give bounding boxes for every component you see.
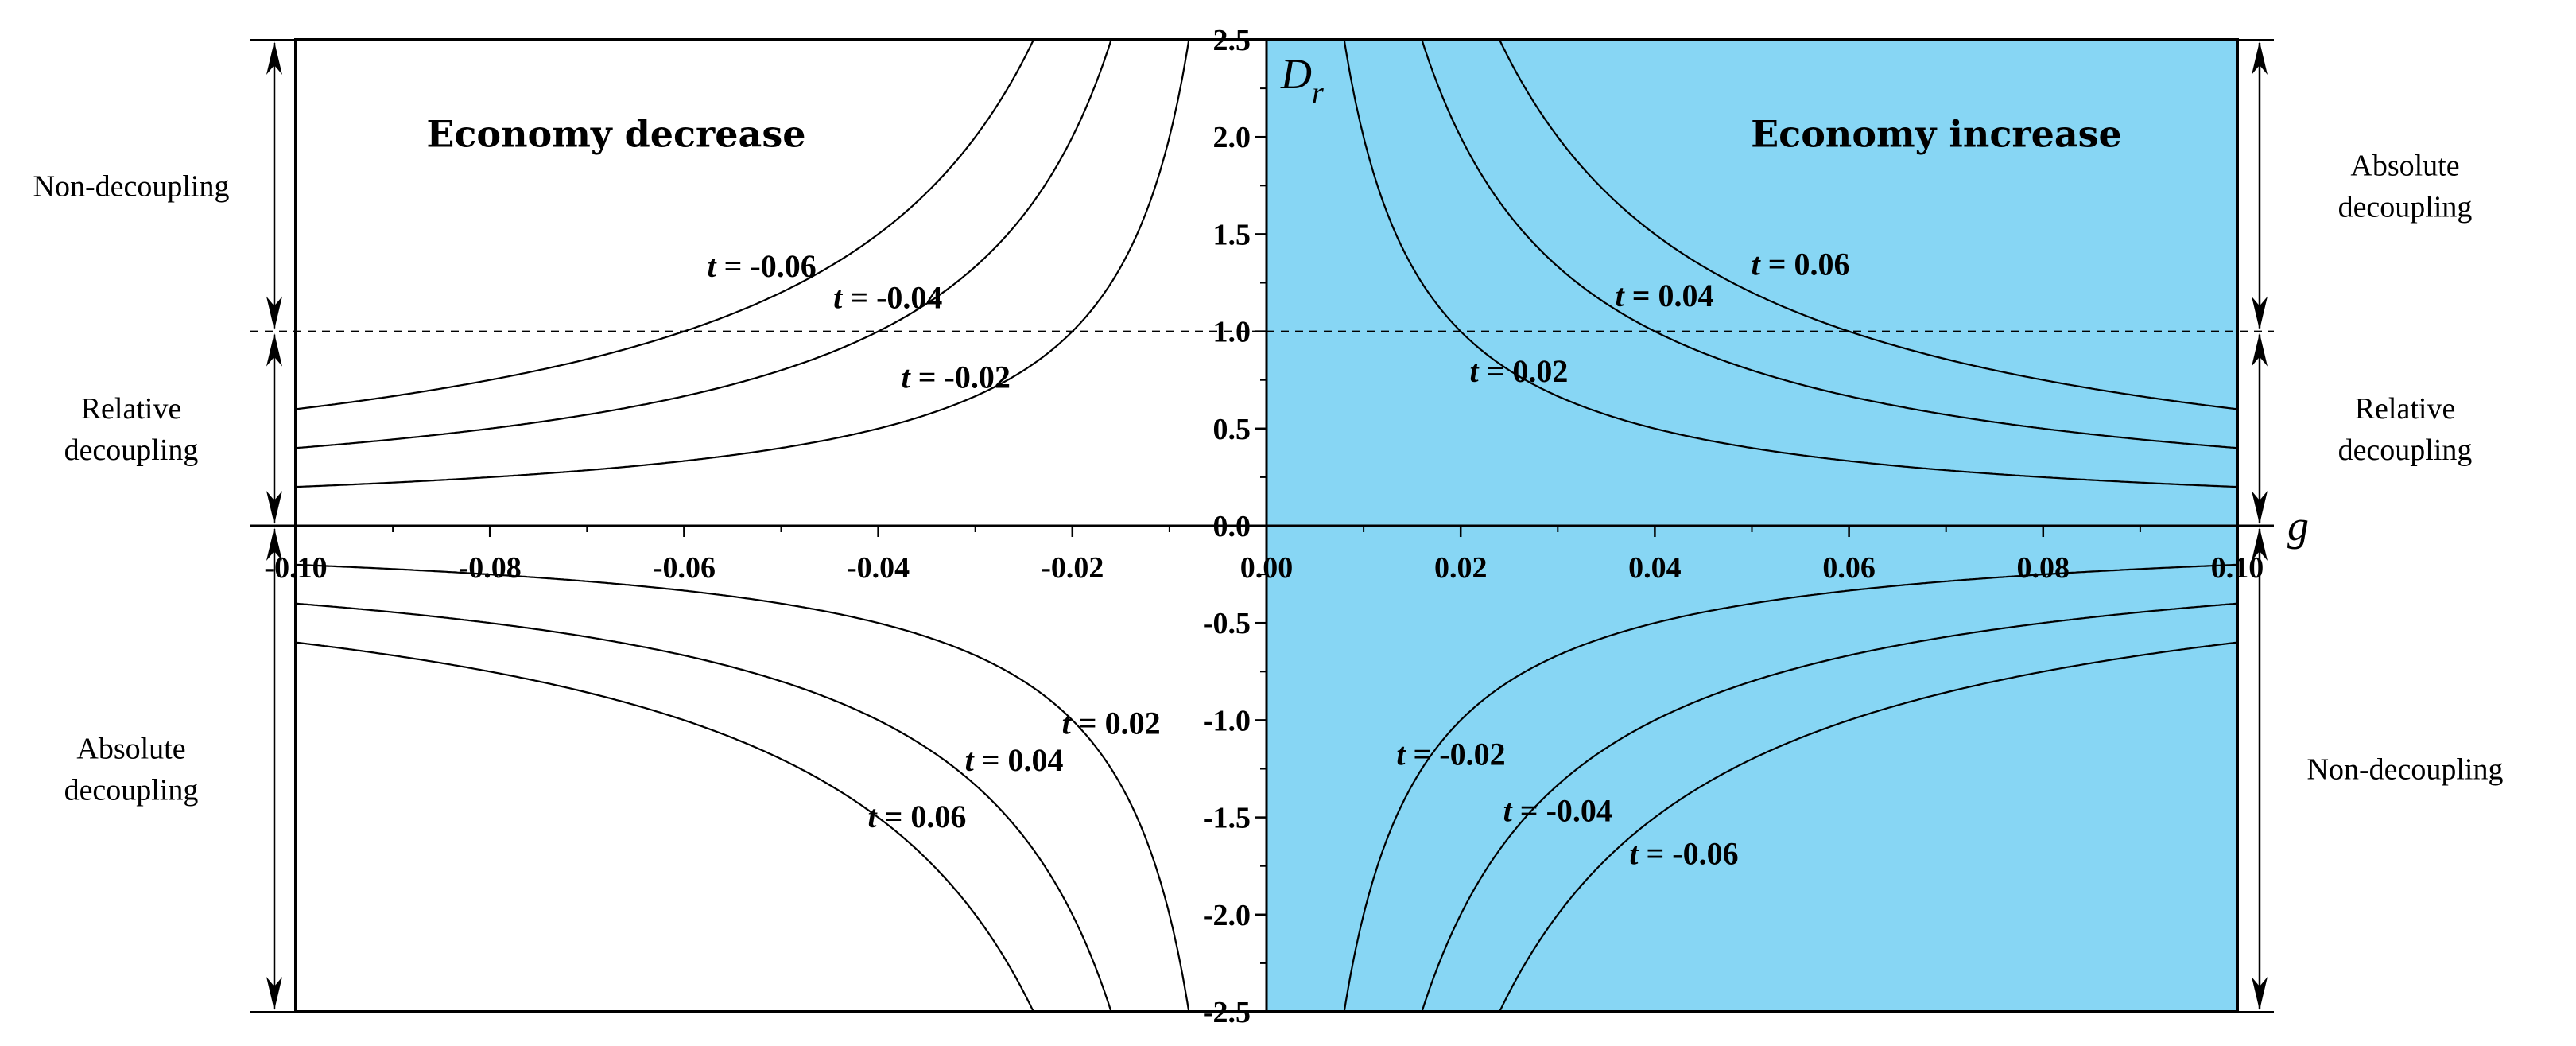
x-tick-label: -0.08 (459, 551, 522, 585)
curve-label: t = 0.02 (1469, 353, 1568, 389)
range-arrow-head-down (266, 296, 282, 330)
curve-label: t = -0.04 (833, 279, 942, 315)
range-arrow-head-up (2252, 41, 2268, 75)
curve-t-neg0p02-right (1343, 563, 2238, 1013)
y-tick-label: 0.5 (1213, 413, 1251, 446)
left-annotation-text: decoupling (64, 774, 199, 807)
x-tick-label: -0.06 (653, 551, 716, 585)
x-tick-label: 0.04 (1628, 551, 1682, 585)
y-tick-label: 0.0 (1213, 510, 1251, 543)
y-tick-label: 1.5 (1213, 218, 1251, 251)
region-title-economy-increase: Economy increase (1751, 112, 2122, 155)
y-axis-label: Dr (1280, 50, 1324, 110)
curve-label: t = 0.06 (867, 799, 966, 834)
curve-t-neg0p04-right (1421, 602, 2238, 1013)
right-annotation-text: Non-decoupling (2307, 753, 2504, 787)
right-annotation-text: decoupling (2338, 190, 2473, 224)
x-tick-label: 0.08 (2017, 551, 2070, 585)
right-annotation-text: Relative (2355, 392, 2456, 426)
ticks: -0.10 -0.08 -0.06 -0.04 -0.02 0.00 0.02 0.04 0.0… (264, 24, 2264, 1029)
range-arrow-head-down (266, 977, 282, 1010)
y-tick-label: -1.0 (1203, 704, 1251, 737)
curve-label: t = 0.04 (1616, 278, 1714, 313)
curve-t-neg0p06-left (295, 39, 1034, 410)
curve-t-0p06-left (295, 641, 1034, 1013)
y-tick-label: -0.5 (1203, 607, 1251, 640)
x-tick-label: -0.04 (847, 551, 910, 585)
curve-t-neg0p06-right (1499, 641, 2238, 1013)
curve-t-neg0p02-left (295, 39, 1190, 488)
y-tick-label: -2.0 (1203, 899, 1251, 932)
curve-label: t = 0.04 (965, 742, 1064, 778)
x-tick-label: -0.02 (1041, 551, 1104, 585)
region-title-economy-decrease: Economy decrease (426, 112, 805, 155)
y-tick-label: 2.5 (1213, 24, 1251, 57)
curve-t-0p06-right (1499, 39, 2238, 410)
curve-t-neg0p04-left (295, 39, 1112, 449)
left-annotation-text: Absolute (76, 733, 185, 766)
x-tick-label: 0.10 (2211, 551, 2264, 585)
x-axis-label: g (2287, 502, 2309, 550)
y-tick-label: 1.0 (1213, 316, 1251, 349)
curve-label: t = -0.02 (1396, 737, 1505, 772)
right-annotation-text: decoupling (2338, 434, 2473, 467)
curve-label: t = 0.06 (1752, 247, 1850, 282)
range-arrow-head-down (2252, 977, 2268, 1010)
x-tick-label: 0.02 (1434, 551, 1488, 585)
curve-label: t = -0.06 (707, 248, 816, 284)
curve-t-0p02-right (1343, 39, 2238, 488)
y-axis-label-subscript: r (1312, 76, 1324, 110)
range-arrow-head-up (2252, 527, 2268, 561)
y-tick-label: -1.5 (1203, 802, 1251, 835)
y-axis-label-main: D (1280, 50, 1312, 98)
right-annotation-text: Absolute (2350, 149, 2459, 182)
curve-label: t = -0.04 (1503, 792, 1612, 828)
curve-labels: t = -0.06 t = -0.04 t = -0.02 t = 0.06 t = 0… (707, 247, 1849, 872)
curve-t-0p02-left (295, 563, 1190, 1013)
curve-label: t = -0.06 (1629, 835, 1738, 871)
curve-label: t = 0.02 (1062, 706, 1161, 741)
left-annotation-text: decoupling (64, 434, 199, 467)
curve-t-0p04-left (295, 602, 1112, 1013)
range-arrow-head-down (2252, 491, 2268, 524)
y-tick-label: -2.5 (1203, 996, 1251, 1029)
x-tick-label: 0.06 (1822, 551, 1876, 585)
range-arrow-head-down (2252, 296, 2268, 330)
curve-label: t = -0.02 (902, 359, 1011, 395)
y-tick-label: 2.0 (1213, 121, 1251, 154)
side-annotations: Non-decoupling Relative decoupling Absolute… (33, 41, 2504, 1010)
range-arrow-head-up (2252, 332, 2268, 367)
range-arrow-head-up (266, 332, 282, 367)
range-arrow-head-up (266, 527, 282, 561)
curve-t-0p04-right (1421, 39, 2238, 449)
range-arrow-head-down (266, 491, 282, 524)
left-annotation-text: Non-decoupling (33, 169, 230, 203)
curves (295, 39, 2238, 1013)
x-tick-label: 0.00 (1240, 551, 1294, 585)
left-annotation-text: Relative (81, 392, 182, 426)
range-arrow-head-up (266, 41, 282, 75)
